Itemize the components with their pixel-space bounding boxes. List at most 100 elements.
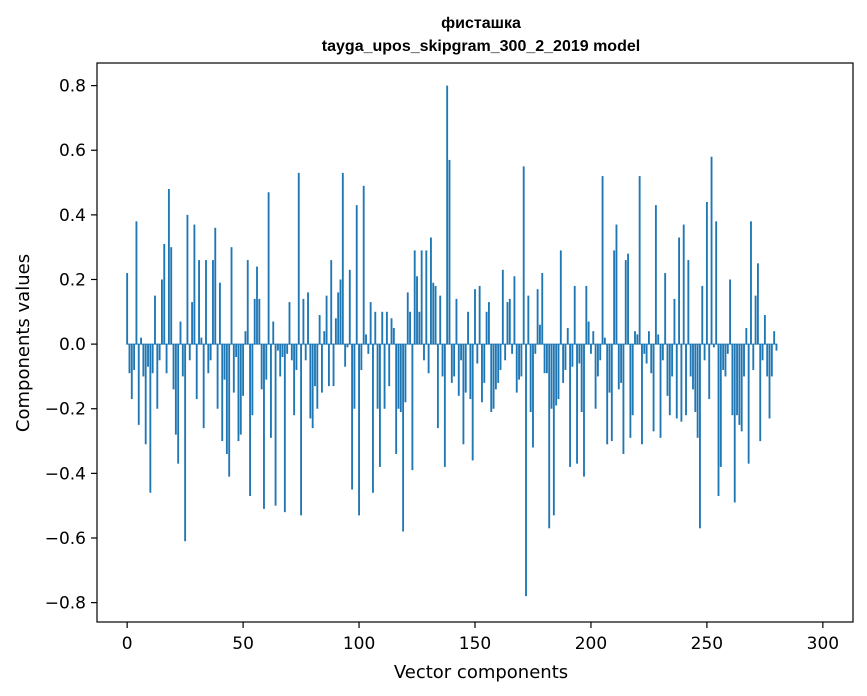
bar-265 — [740, 344, 743, 432]
bar-13 — [156, 344, 159, 409]
bar-131 — [430, 237, 432, 345]
bar-101 — [360, 344, 363, 370]
bar-166 — [511, 344, 514, 354]
bar-246 — [696, 344, 699, 438]
bar-64 — [274, 344, 277, 506]
bar-176 — [534, 344, 537, 354]
bar-42 — [223, 344, 226, 380]
bar-277 — [768, 344, 771, 419]
bar-78 — [307, 292, 309, 345]
bar-50 — [242, 344, 245, 396]
bar-273 — [759, 344, 762, 442]
bar-125 — [416, 276, 418, 345]
bar-86 — [325, 295, 328, 345]
y-tick-label: −0.6 — [45, 529, 86, 549]
bar-135 — [439, 295, 442, 345]
bar-155 — [485, 311, 488, 345]
bar-120 — [404, 344, 407, 403]
bar-23 — [179, 321, 182, 345]
bar-208 — [608, 344, 611, 393]
bar-47 — [235, 344, 238, 358]
bar-108 — [376, 344, 379, 409]
bar-31 — [198, 260, 200, 345]
bar-96 — [348, 269, 351, 345]
bar-185 — [555, 344, 558, 406]
bar-256 — [719, 344, 722, 467]
bar-80 — [311, 344, 314, 429]
bar-142 — [455, 298, 458, 345]
bar-106 — [372, 344, 374, 493]
bar-253 — [712, 344, 715, 348]
bar-228 — [654, 205, 657, 345]
bar-87 — [327, 344, 330, 387]
bar-152 — [478, 285, 481, 345]
bar-151 — [476, 344, 479, 364]
bar-5 — [137, 344, 140, 425]
bar-118 — [399, 344, 402, 412]
bar-169 — [518, 344, 520, 380]
bar-69 — [286, 344, 289, 354]
bar-200 — [590, 344, 592, 354]
bar-111 — [383, 344, 386, 409]
bar-159 — [494, 344, 497, 390]
bar-235 — [671, 344, 674, 377]
bar-238 — [678, 237, 681, 345]
bar-190 — [566, 327, 569, 345]
bar-197 — [583, 344, 585, 477]
bar-81 — [314, 344, 316, 387]
bar-156 — [487, 302, 490, 345]
bar-76 — [302, 298, 305, 345]
bar-7 — [142, 344, 145, 377]
bar-25 — [184, 344, 187, 542]
bar-17 — [165, 344, 168, 374]
x-axis-label: Vector components — [394, 662, 568, 683]
bar-203 — [596, 344, 599, 377]
bar-41 — [221, 344, 224, 442]
bar-58 — [260, 344, 263, 390]
bar-145 — [462, 344, 465, 445]
y-tick-label: 0.8 — [59, 77, 86, 97]
bar-202 — [594, 344, 597, 409]
bar-165 — [508, 298, 511, 345]
bar-2 — [130, 344, 133, 400]
bar-226 — [650, 344, 653, 374]
bar-209 — [610, 344, 613, 442]
bar-116 — [395, 344, 398, 454]
bar-61 — [267, 192, 270, 345]
bar-193 — [573, 285, 576, 345]
bar-144 — [460, 344, 463, 361]
bar-272 — [756, 263, 759, 345]
bar-126 — [418, 311, 421, 345]
bar-171 — [522, 166, 525, 345]
bar-94 — [344, 344, 347, 367]
bar-252 — [710, 156, 713, 345]
bar-82 — [316, 344, 319, 409]
bar-242 — [687, 260, 690, 345]
bar-207 — [606, 344, 609, 445]
bar-264 — [738, 344, 741, 425]
bar-149 — [471, 344, 474, 461]
bar-173 — [527, 295, 530, 345]
bar-113 — [388, 344, 391, 387]
bars-group — [126, 85, 778, 597]
bar-56 — [256, 266, 258, 345]
bar-89 — [332, 344, 335, 387]
bar-153 — [481, 344, 483, 403]
bar-99 — [355, 205, 358, 345]
bar-109 — [378, 344, 381, 467]
bar-4 — [135, 221, 138, 345]
bar-35 — [207, 344, 210, 374]
bar-134 — [436, 344, 439, 429]
bar-40 — [218, 282, 221, 345]
bar-48 — [237, 344, 240, 442]
bar-158 — [492, 344, 495, 409]
bar-46 — [232, 344, 235, 393]
bar-97 — [351, 344, 354, 490]
bar-215 — [624, 260, 627, 345]
bar-251 — [708, 344, 711, 400]
bar-141 — [453, 344, 456, 377]
bar-10 — [149, 344, 152, 493]
bar-60 — [265, 344, 268, 380]
bar-192 — [571, 344, 574, 367]
bar-138 — [446, 85, 449, 345]
